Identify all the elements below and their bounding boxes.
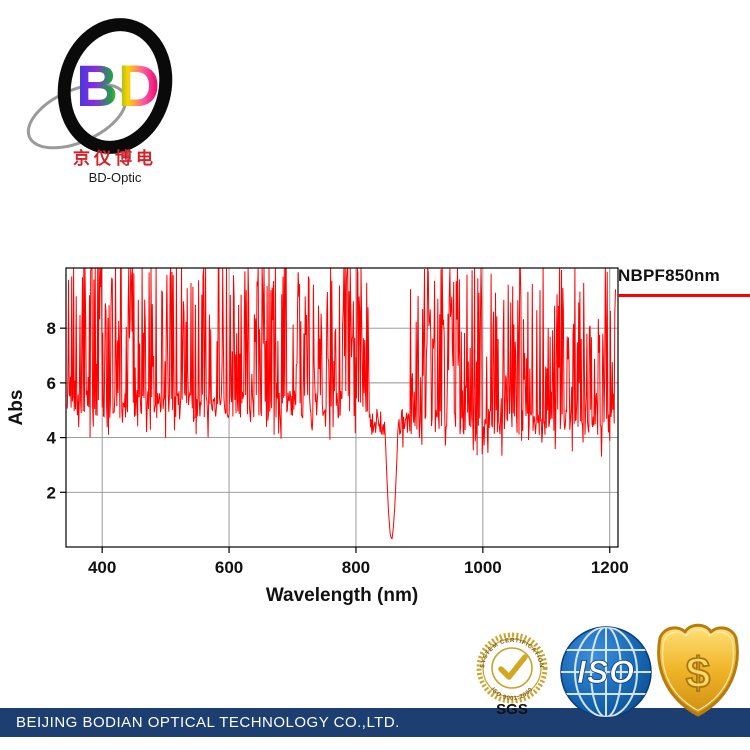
y-tick-label: 8 (47, 319, 56, 338)
shield-inner-line (661, 629, 735, 712)
company-name: BEIJING BODIAN OPTICAL TECHNOLOGY CO.,LT… (16, 714, 400, 731)
shield-shape (657, 623, 739, 717)
x-tick-label: 1000 (464, 558, 502, 577)
legend-label: NBPF850nm (618, 266, 720, 285)
iso-globe-badge: ISO (560, 626, 652, 718)
absorbance-chart: 400 600 800 1000 1200 2 4 6 8 Wavelength (nm) Abs (6, 267, 629, 606)
x-tick-label: 400 (88, 558, 116, 577)
y-tick-label: 6 (47, 374, 56, 393)
sgs-inner-ring (491, 647, 533, 689)
y-axis-label: Abs (6, 390, 27, 426)
x-axis-label: Wavelength (nm) (266, 585, 418, 606)
check-mark-icon (498, 654, 528, 680)
sgs-label: SGS (496, 701, 528, 718)
sgs-certification-badge: SYSTEM CERTIFICATION ISO 9001:2000 SGS (476, 632, 548, 718)
bd-optic-logo: BD 京仪博电 BD-Optic (26, 18, 173, 185)
y-tick-label: 4 (47, 429, 57, 448)
x-tick-label: 600 (215, 558, 243, 577)
y-tick-label: 2 (47, 483, 56, 502)
x-tick-label: 800 (342, 558, 370, 577)
dollar-symbol: $ (686, 649, 710, 698)
logo-monogram: BD (76, 54, 160, 119)
spectrum-line (66, 268, 616, 540)
plot-frame (65, 267, 619, 548)
axis-ticks (60, 327, 611, 553)
chart-legend: NBPF850nm (618, 266, 750, 297)
legend-line (618, 294, 750, 297)
globe-grid (561, 627, 651, 717)
x-tick-label: 1200 (591, 558, 629, 577)
logo-name-en: BD-Optic (89, 170, 142, 185)
money-shield-badge: $ (657, 623, 739, 717)
iso-label: ISO (577, 654, 635, 690)
logo-name-cn: 京仪博电 (73, 148, 157, 168)
logo-ring (57, 18, 173, 154)
